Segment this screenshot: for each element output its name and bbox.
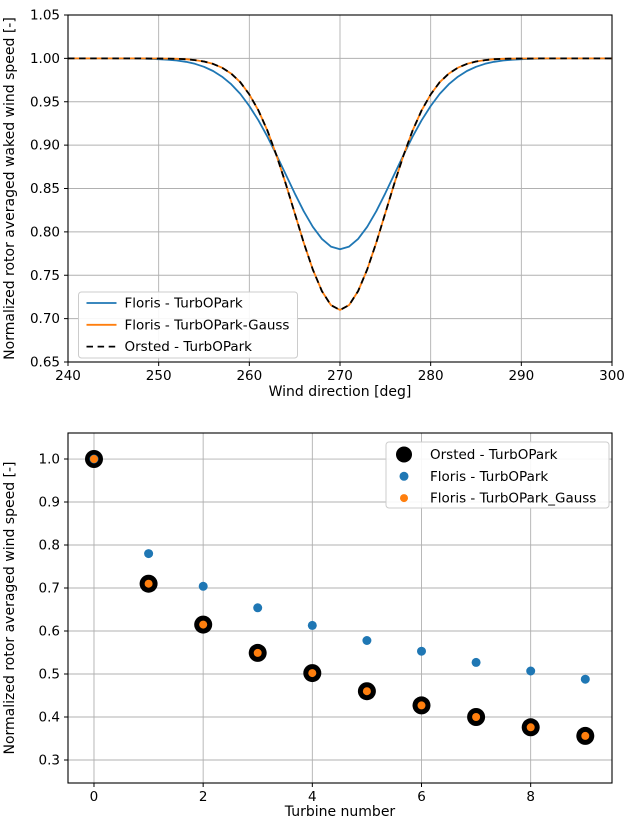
x-tick-label: 2 xyxy=(199,789,208,805)
data-point xyxy=(253,603,263,613)
legend: Orsted - TurbOPark Floris - TurbOPark Flor… xyxy=(385,441,610,509)
data-point xyxy=(580,674,590,684)
x-tick-label: 270 xyxy=(327,368,353,384)
plot-frame xyxy=(67,432,613,784)
series-floris-turbopark-gauss xyxy=(90,455,590,740)
data-point xyxy=(308,669,317,678)
legend-box xyxy=(78,291,298,359)
grid xyxy=(67,14,613,363)
legend-sample-floris-turbopark-gauss xyxy=(400,494,408,503)
y-tick-label: 0.75 xyxy=(30,268,60,284)
legend-label-floris-turbopark-gauss: Floris - TurbOPark_Gauss xyxy=(430,491,596,507)
data-point xyxy=(472,713,481,721)
x-tick-label: 290 xyxy=(508,368,534,384)
data-point xyxy=(253,648,262,657)
x-tick-label: 6 xyxy=(417,789,426,805)
series-line xyxy=(68,57,612,311)
y-tick-label: 0.8 xyxy=(39,538,60,554)
data-point xyxy=(526,666,536,676)
data-point xyxy=(307,620,317,630)
y-tick-label: 0.85 xyxy=(30,181,60,197)
data-point xyxy=(581,731,590,740)
data-point xyxy=(199,620,208,629)
x-tick-label: 280 xyxy=(418,368,444,384)
y-tick-label: 0.6 xyxy=(39,624,60,640)
turbine-speed-chart: 0 2 4 6 8 0.3 0.4 0.5 0.6 0.7 0.8 0.9 1.0 Turbine num… xyxy=(2,432,613,820)
x-axis-label: Turbine number xyxy=(284,804,396,820)
legend-label-floris-turbopark: Floris - TurbOPark xyxy=(430,469,548,485)
y-tick-label: 0.9 xyxy=(39,495,60,511)
y-axis-label: Normalized rotor averaged wind speed [-] xyxy=(2,461,18,754)
y-tick-label: 0.4 xyxy=(39,709,60,725)
legend-label-orsted-turbopark: Orsted - TurbOPark xyxy=(125,339,253,355)
x-tick-label: 8 xyxy=(526,789,535,805)
data-point xyxy=(144,579,153,588)
x-tick-label: 240 xyxy=(55,368,81,384)
y-tick-label: 0.3 xyxy=(39,752,60,768)
x-tick-label: 300 xyxy=(599,368,625,384)
data-point xyxy=(526,723,535,732)
y-tick-label: 0.7 xyxy=(39,581,60,597)
legend-sample-floris-turbopark xyxy=(399,471,409,481)
x-axis: 0 2 4 6 8 xyxy=(90,783,535,805)
y-tick-label: 1.0 xyxy=(39,452,60,468)
y-axis-label: Normalized rotor averaged waked wind spe… xyxy=(2,17,18,360)
wake-profile-chart: 240 250 260 270 280 290 300 0.65 0.70 0.75 0.80 0.8… xyxy=(2,8,625,401)
y-tick-label: 1.05 xyxy=(30,8,60,24)
legend-box xyxy=(385,441,610,509)
data-point xyxy=(417,701,426,710)
y-tick-label: 0.95 xyxy=(30,94,60,110)
legend: Floris - TurbOPark Floris - TurbOPark-Gau… xyxy=(78,291,298,359)
y-axis: 0.3 0.4 0.5 0.6 0.7 0.8 0.9 1.0 xyxy=(39,452,68,768)
x-axis: 240 250 260 270 280 290 300 xyxy=(55,362,625,384)
y-axis: 0.65 0.70 0.75 0.80 0.85 0.90 0.95 1.00 1.05 xyxy=(30,8,68,371)
legend-label-orsted-turbopark: Orsted - TurbOPark xyxy=(430,447,558,463)
y-tick-label: 1.00 xyxy=(30,51,60,67)
data-point xyxy=(90,455,98,463)
y-tick-label: 0.80 xyxy=(30,224,60,240)
series-orsted-turbopark xyxy=(68,57,612,311)
y-tick-label: 0.5 xyxy=(39,667,60,683)
x-tick-label: 0 xyxy=(90,789,99,805)
data-point xyxy=(144,549,154,559)
legend-label-floris-turbopark-gauss: Floris - TurbOPark-Gauss xyxy=(125,317,290,333)
data-point xyxy=(471,657,481,667)
data-point xyxy=(362,636,372,645)
data-point xyxy=(417,646,426,656)
legend-sample-orsted-turbopark xyxy=(396,446,412,463)
y-tick-label: 0.70 xyxy=(30,311,60,327)
y-tick-label: 0.65 xyxy=(30,355,60,371)
data-point xyxy=(362,687,371,696)
data-point xyxy=(198,581,208,591)
x-tick-label: 4 xyxy=(308,789,317,805)
x-tick-label: 250 xyxy=(146,368,172,384)
x-tick-label: 260 xyxy=(236,368,262,384)
legend-label-floris-turbopark: Floris - TurbOPark xyxy=(125,296,243,312)
y-tick-label: 0.90 xyxy=(30,138,60,154)
x-axis-label: Wind direction [deg] xyxy=(269,384,412,400)
